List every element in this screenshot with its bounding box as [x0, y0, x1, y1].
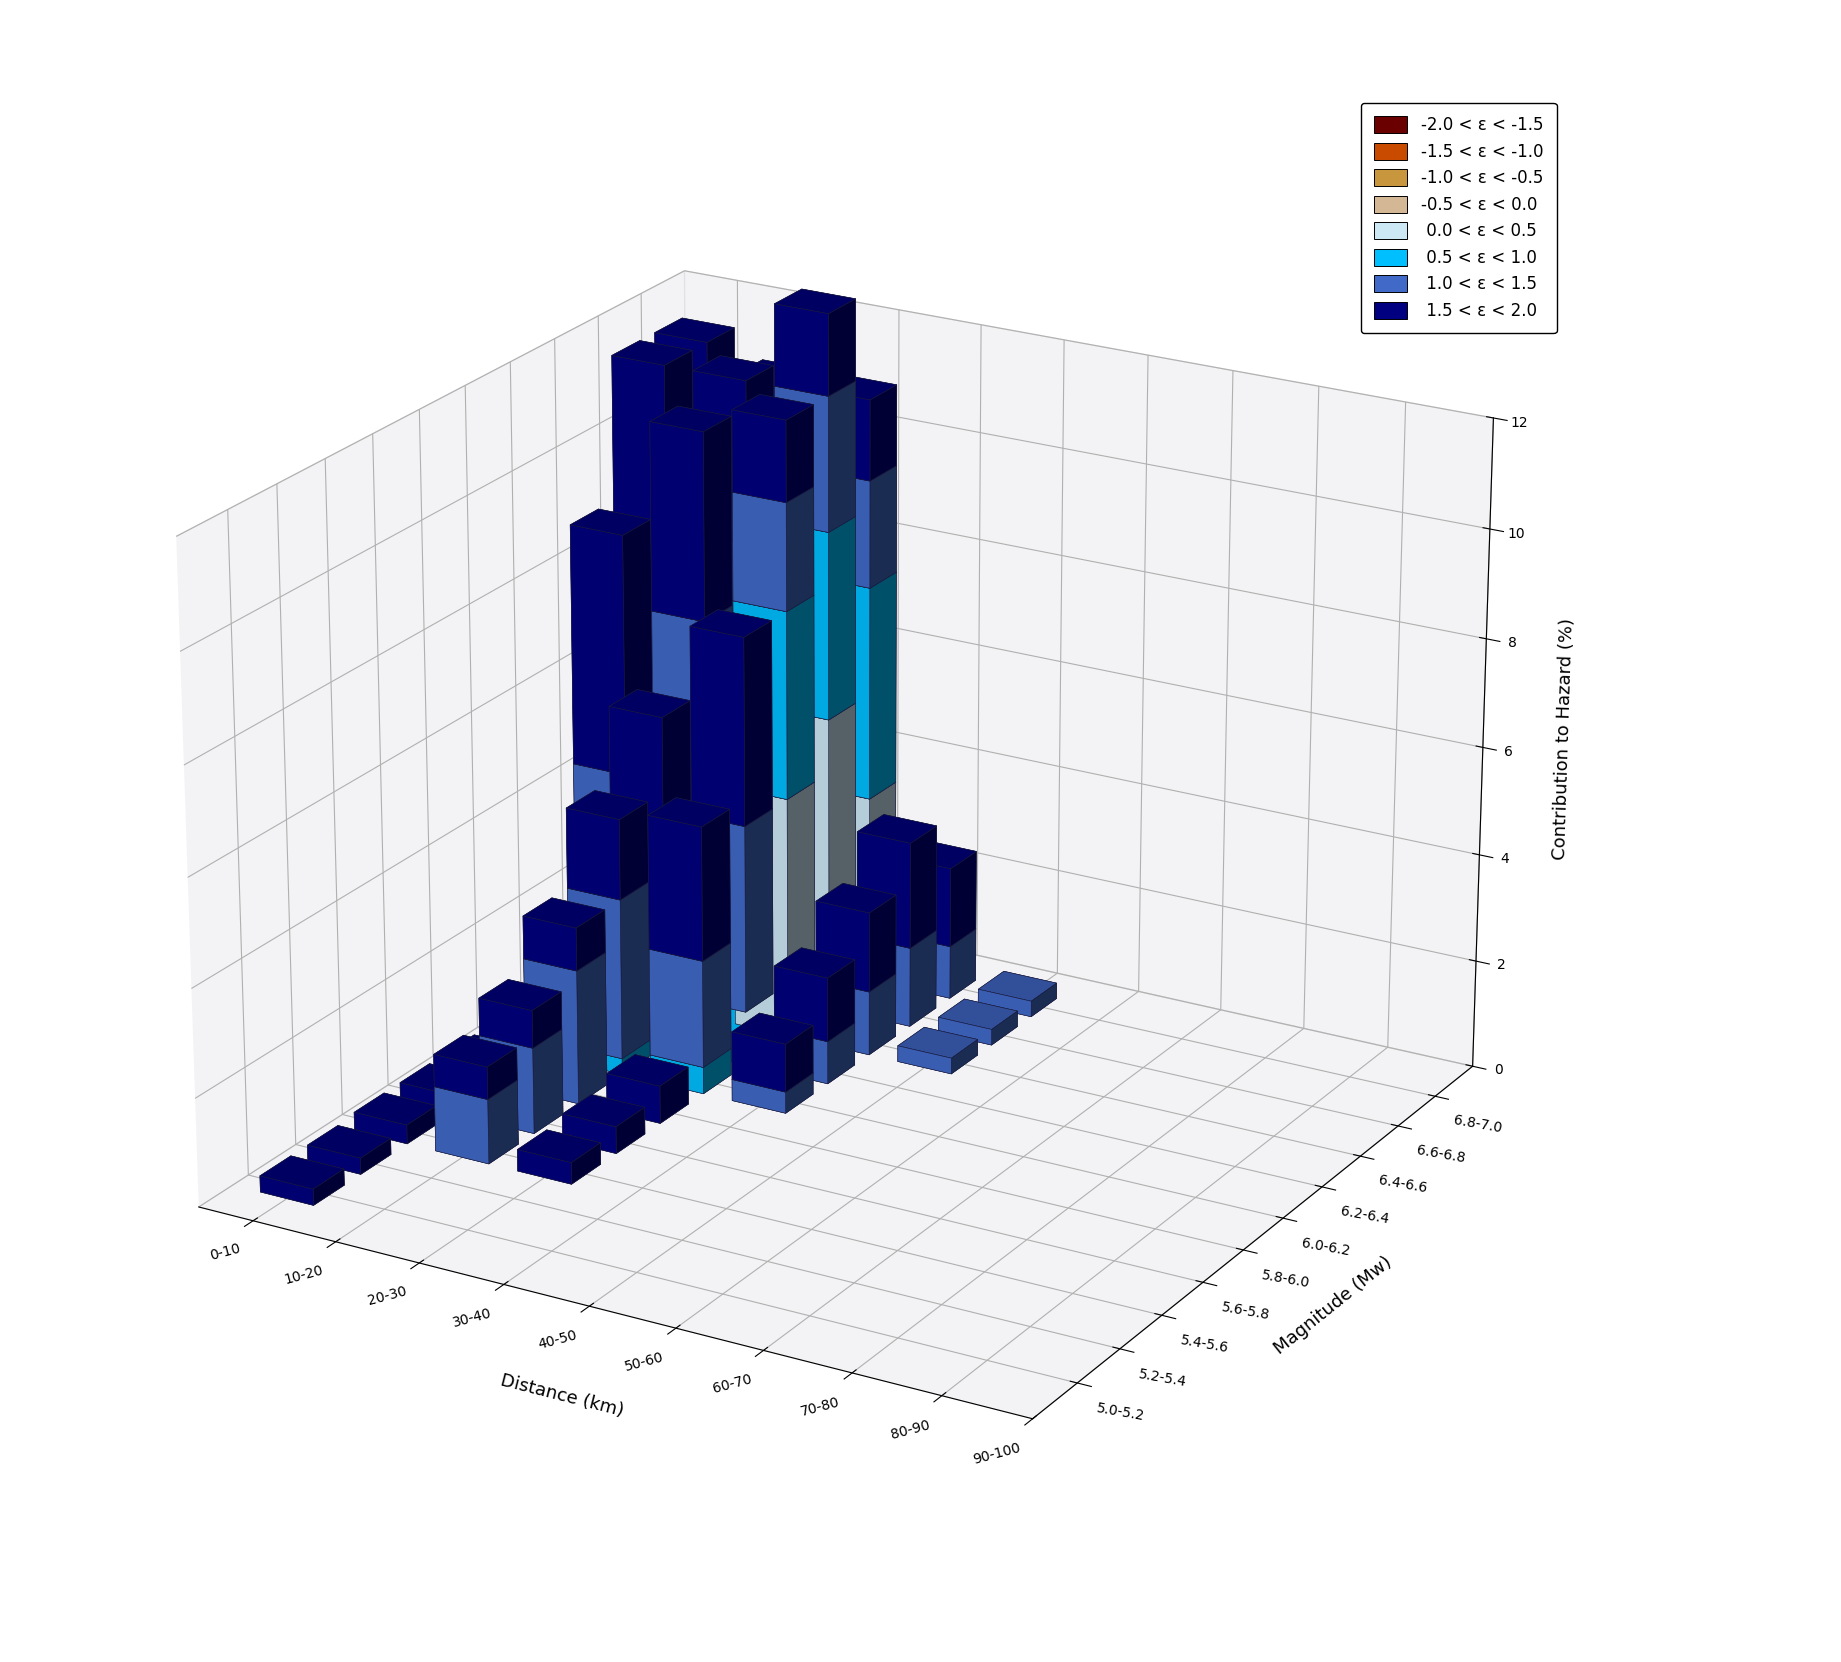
Y-axis label: Magnitude (Mw): Magnitude (Mw): [1270, 1253, 1395, 1358]
Legend: -2.0 < ε < -1.5, -1.5 < ε < -1.0, -1.0 < ε < -0.5, -0.5 < ε < 0.0,  0.0 < ε < 0.: -2.0 < ε < -1.5, -1.5 < ε < -1.0, -1.0 <…: [1360, 103, 1556, 334]
X-axis label: Distance (km): Distance (km): [499, 1371, 626, 1421]
